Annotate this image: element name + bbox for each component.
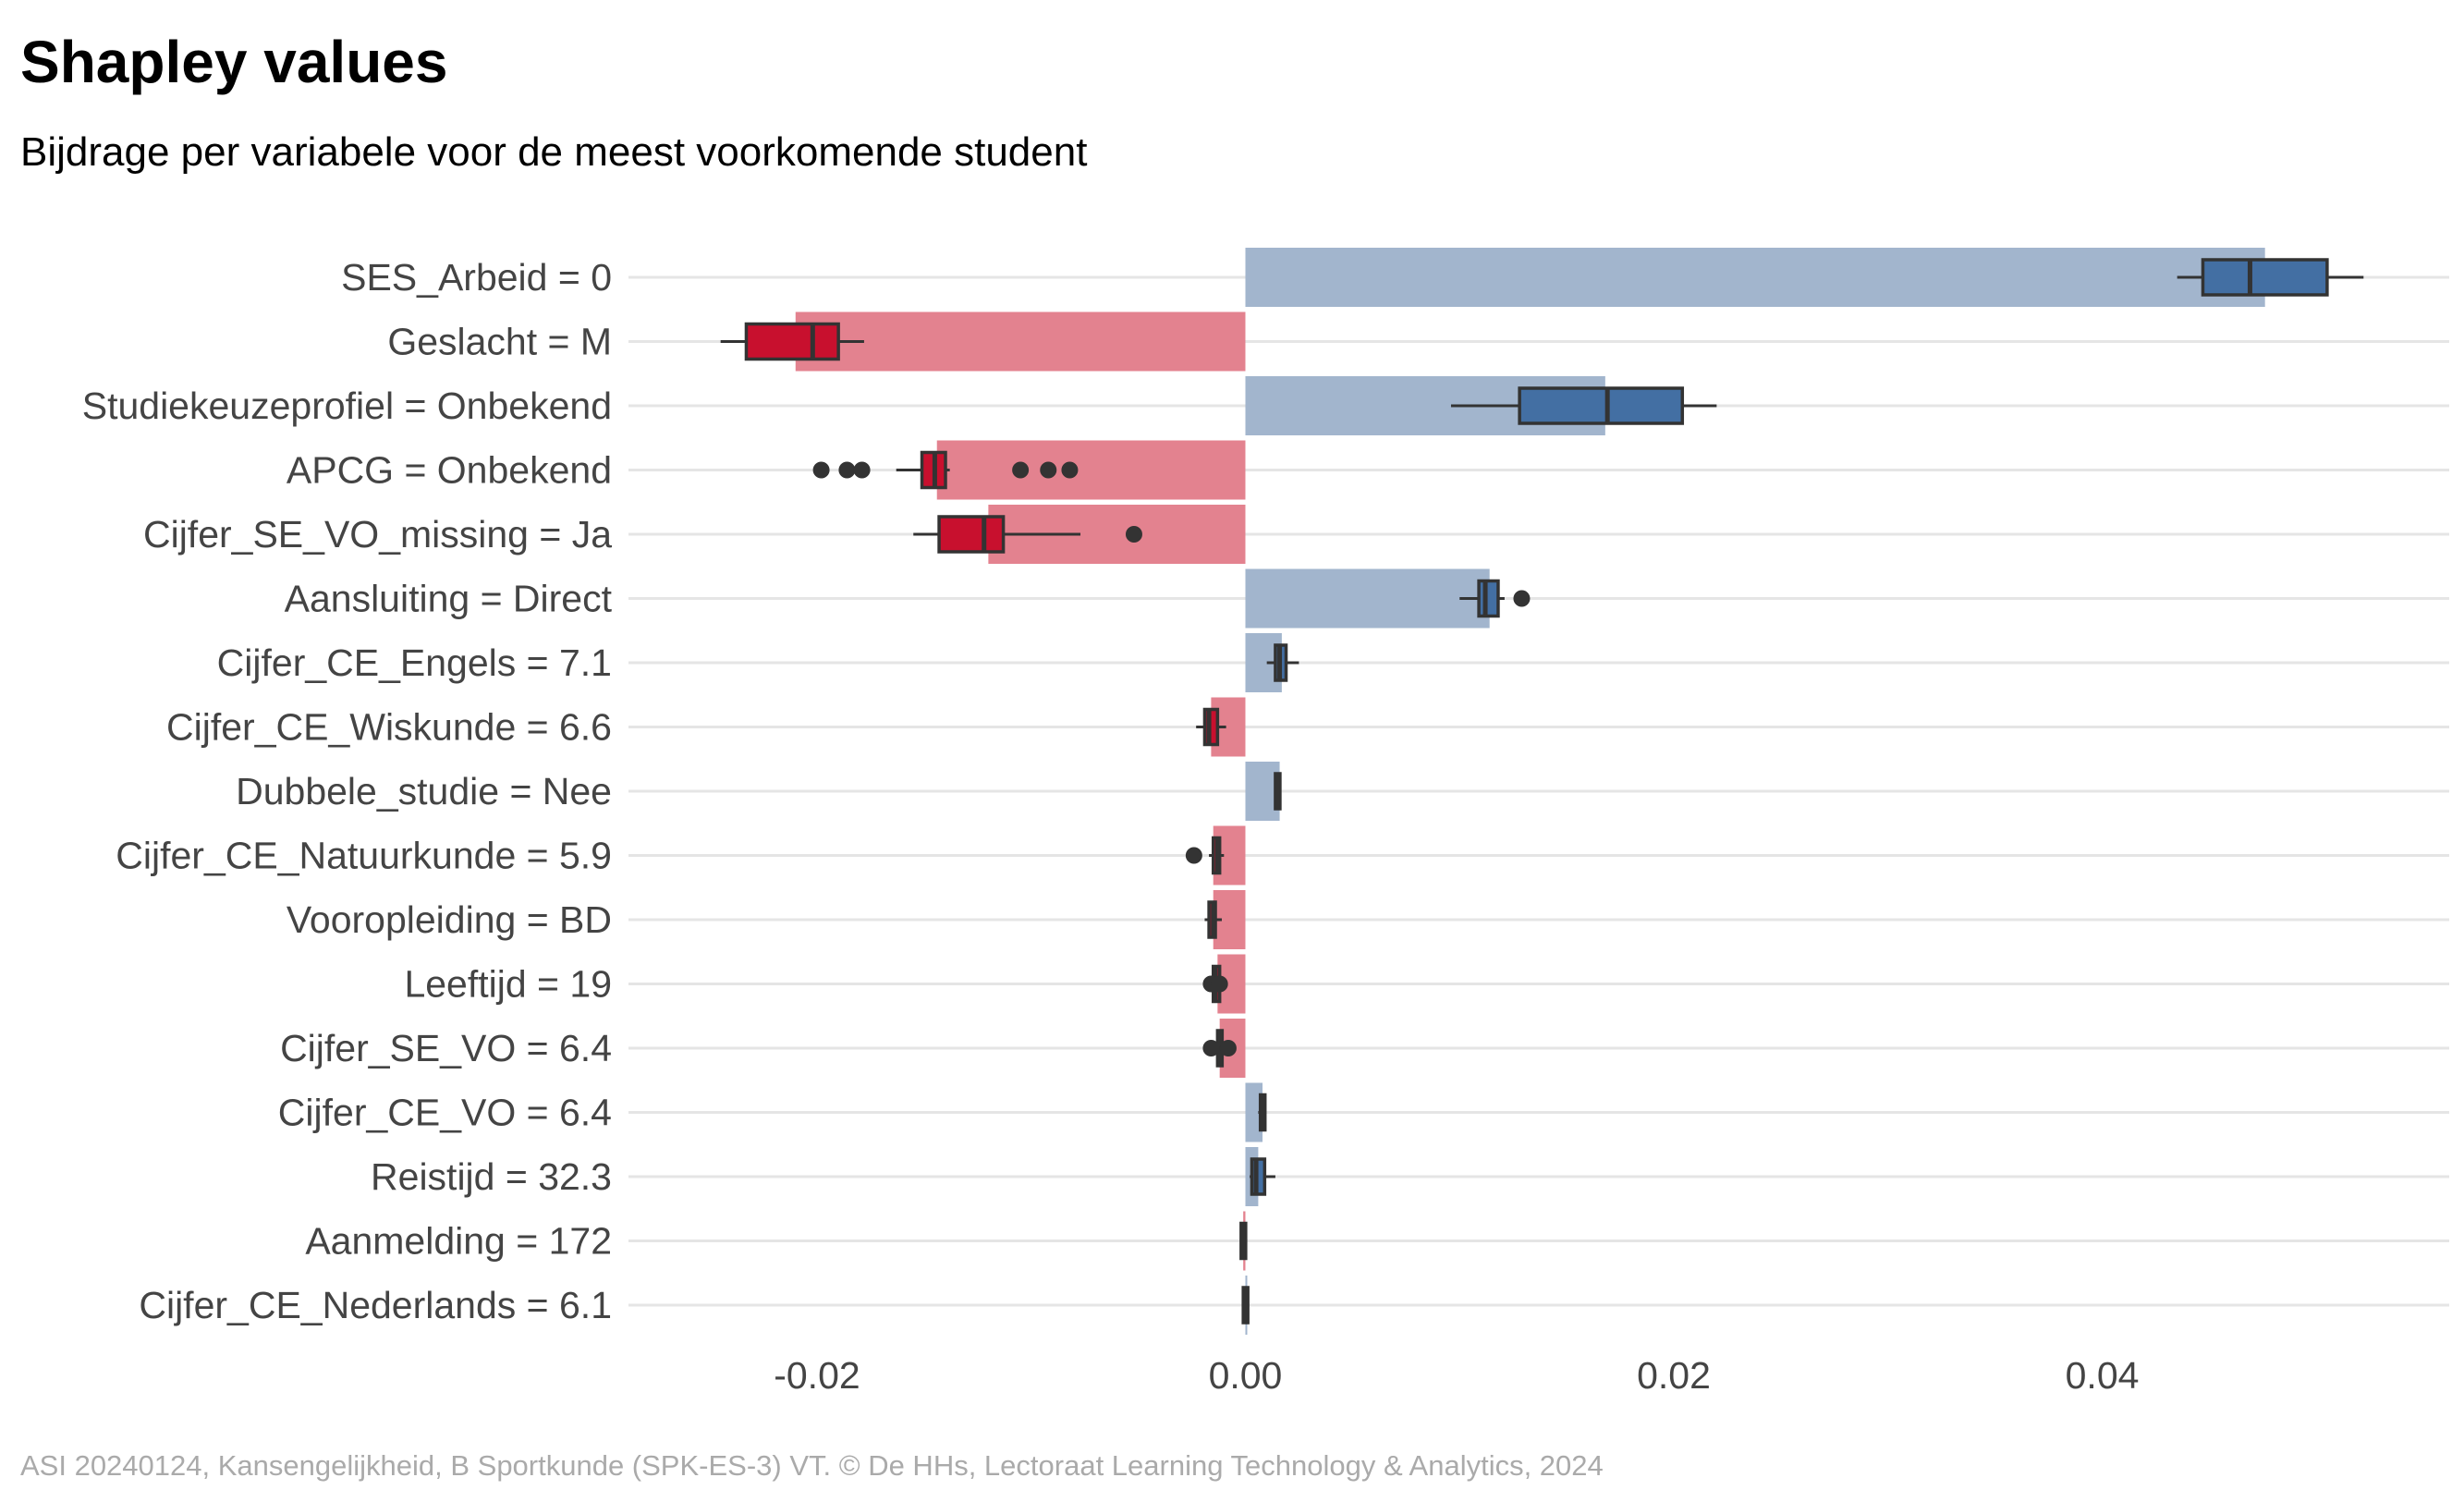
outlier-point: [1211, 975, 1228, 993]
box: [744, 322, 840, 361]
y-tick-label: Studiekeuzeprofiel = Onbekend: [82, 385, 612, 427]
y-tick-label: SES_Arbeid = 0: [341, 256, 612, 299]
bar: [1245, 1082, 1263, 1142]
outlier-point: [812, 461, 830, 479]
bar: [1245, 248, 2265, 307]
y-tick-label: Aansluiting = Direct: [285, 578, 613, 620]
bar: [1245, 568, 1490, 629]
y-axis-labels: SES_Arbeid = 0 Geslacht = M Studiekeuzepro…: [82, 256, 613, 1326]
y-tick-label: APCG = Onbekend: [287, 449, 612, 492]
box: [1477, 579, 1500, 618]
x-tick-label: -0.02: [774, 1354, 860, 1397]
box: [1518, 386, 1685, 425]
y-tick-label: Aanmelding = 172: [305, 1220, 612, 1263]
y-tick-label: Vooropleiding = BD: [287, 898, 612, 941]
y-tick-label: Cijfer_CE_Engels = 7.1: [217, 641, 612, 684]
bar: [936, 440, 1246, 500]
y-tick-label: Cijfer_CE_Nederlands = 6.1: [139, 1284, 612, 1326]
chart-subtitle: Bijdrage per variabele voor de meest voo…: [20, 129, 1088, 175]
outlier-point: [1185, 847, 1202, 864]
outlier-point: [1202, 1040, 1220, 1056]
outlier-point: [1061, 461, 1079, 479]
outlier-point: [1513, 590, 1531, 607]
box: [937, 515, 1006, 554]
y-tick-label: Dubbele_studie = Nee: [236, 770, 612, 812]
outlier-point: [853, 461, 871, 479]
y-tick-label: Cijfer_SE_VO = 6.4: [280, 1027, 612, 1069]
y-tick-label: Reistijd = 32.3: [371, 1155, 612, 1198]
box: [2201, 258, 2329, 297]
x-tick-label: 0.04: [2066, 1354, 2140, 1397]
outlier-point: [1012, 461, 1030, 479]
x-tick-label: 0.02: [1637, 1354, 1711, 1397]
y-tick-label: Geslacht = M: [387, 321, 612, 363]
x-tick-label: 0.00: [1209, 1354, 1283, 1397]
outlier-point: [1219, 1040, 1237, 1056]
chart-title: Shapley values: [20, 29, 448, 95]
y-tick-label: Cijfer_SE_VO_missing = Ja: [143, 513, 612, 556]
outlier-point: [1125, 526, 1142, 543]
boxplots: [720, 258, 2364, 1325]
y-tick-label: Cijfer_CE_Wiskunde = 6.6: [166, 706, 612, 749]
caption: ASI 20240124, Kansengelijkheid, B Sportk…: [20, 1449, 1604, 1482]
y-tick-label: Cijfer_CE_Natuurkunde = 5.9: [116, 835, 612, 877]
outlier-point: [838, 461, 856, 479]
bars: [795, 248, 2265, 1335]
x-axis-labels: -0.02 0.00 0.02 0.04: [774, 1354, 2139, 1397]
y-tick-label: Leeftijd = 19: [404, 963, 612, 1006]
outlier-point: [1040, 461, 1057, 479]
y-tick-label: Cijfer_CE_VO = 6.4: [278, 1092, 612, 1134]
bar: [795, 311, 1246, 372]
